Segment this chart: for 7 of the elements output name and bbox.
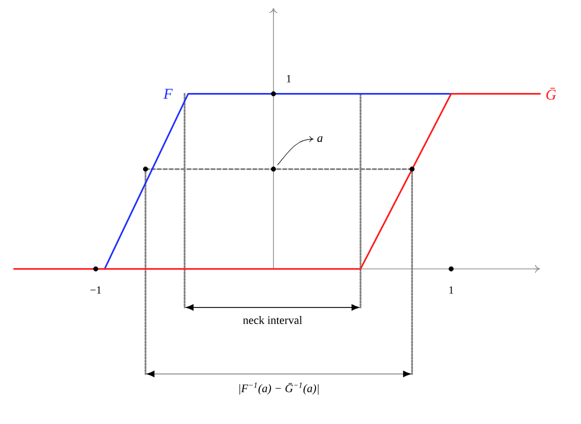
annotation: a — [317, 136, 322, 142]
x-tick-label: −1 — [90, 286, 101, 294]
annotation: neck interval — [243, 316, 302, 324]
series-label: Ḡ — [546, 88, 556, 100]
series-label: F — [163, 88, 173, 99]
text: |F$^{−1}$(a) − Ḡ$^{−1}$(a)| — [239, 382, 318, 395]
annotation: 1 — [286, 75, 291, 82]
